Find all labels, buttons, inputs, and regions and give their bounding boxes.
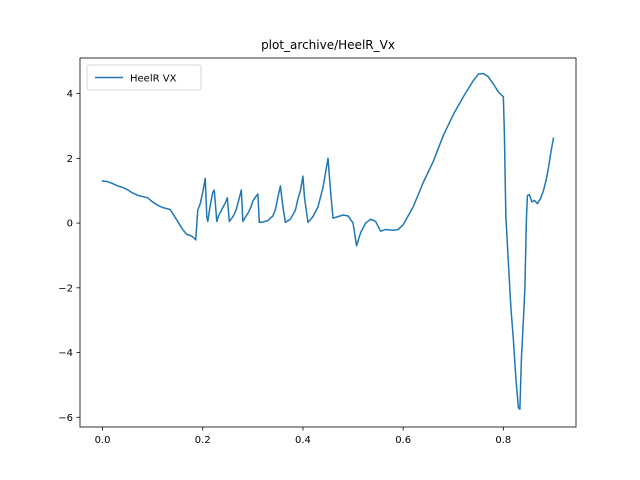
x-tick-label: 0.4 xyxy=(295,435,311,446)
plot-area xyxy=(101,72,555,410)
y-tick-label: −2 xyxy=(58,283,73,294)
legend-label: HeelR VX xyxy=(130,74,177,85)
x-tick-label: 0.2 xyxy=(195,435,211,446)
legend-box xyxy=(86,64,202,91)
y-tick-label: −4 xyxy=(58,348,73,359)
x-tick-label: 0.6 xyxy=(395,435,411,446)
x-tick-label: 0.8 xyxy=(495,435,511,446)
chart-title: plot_archive/HeelR_Vx xyxy=(261,38,395,52)
series-line-heelr-vx xyxy=(101,72,555,410)
y-axis: −6 −4 −2 0 2 4 xyxy=(58,89,80,424)
axes-frame xyxy=(79,57,577,428)
legend: HeelR VX xyxy=(86,64,202,91)
y-tick-label: 4 xyxy=(67,89,73,100)
y-tick-label: −6 xyxy=(58,413,73,424)
y-tick-label: 0 xyxy=(67,219,73,230)
y-tick-label: 2 xyxy=(67,154,73,165)
x-axis: 0.0 0.2 0.4 0.6 0.8 xyxy=(95,427,511,446)
x-tick-label: 0.0 xyxy=(95,435,111,446)
